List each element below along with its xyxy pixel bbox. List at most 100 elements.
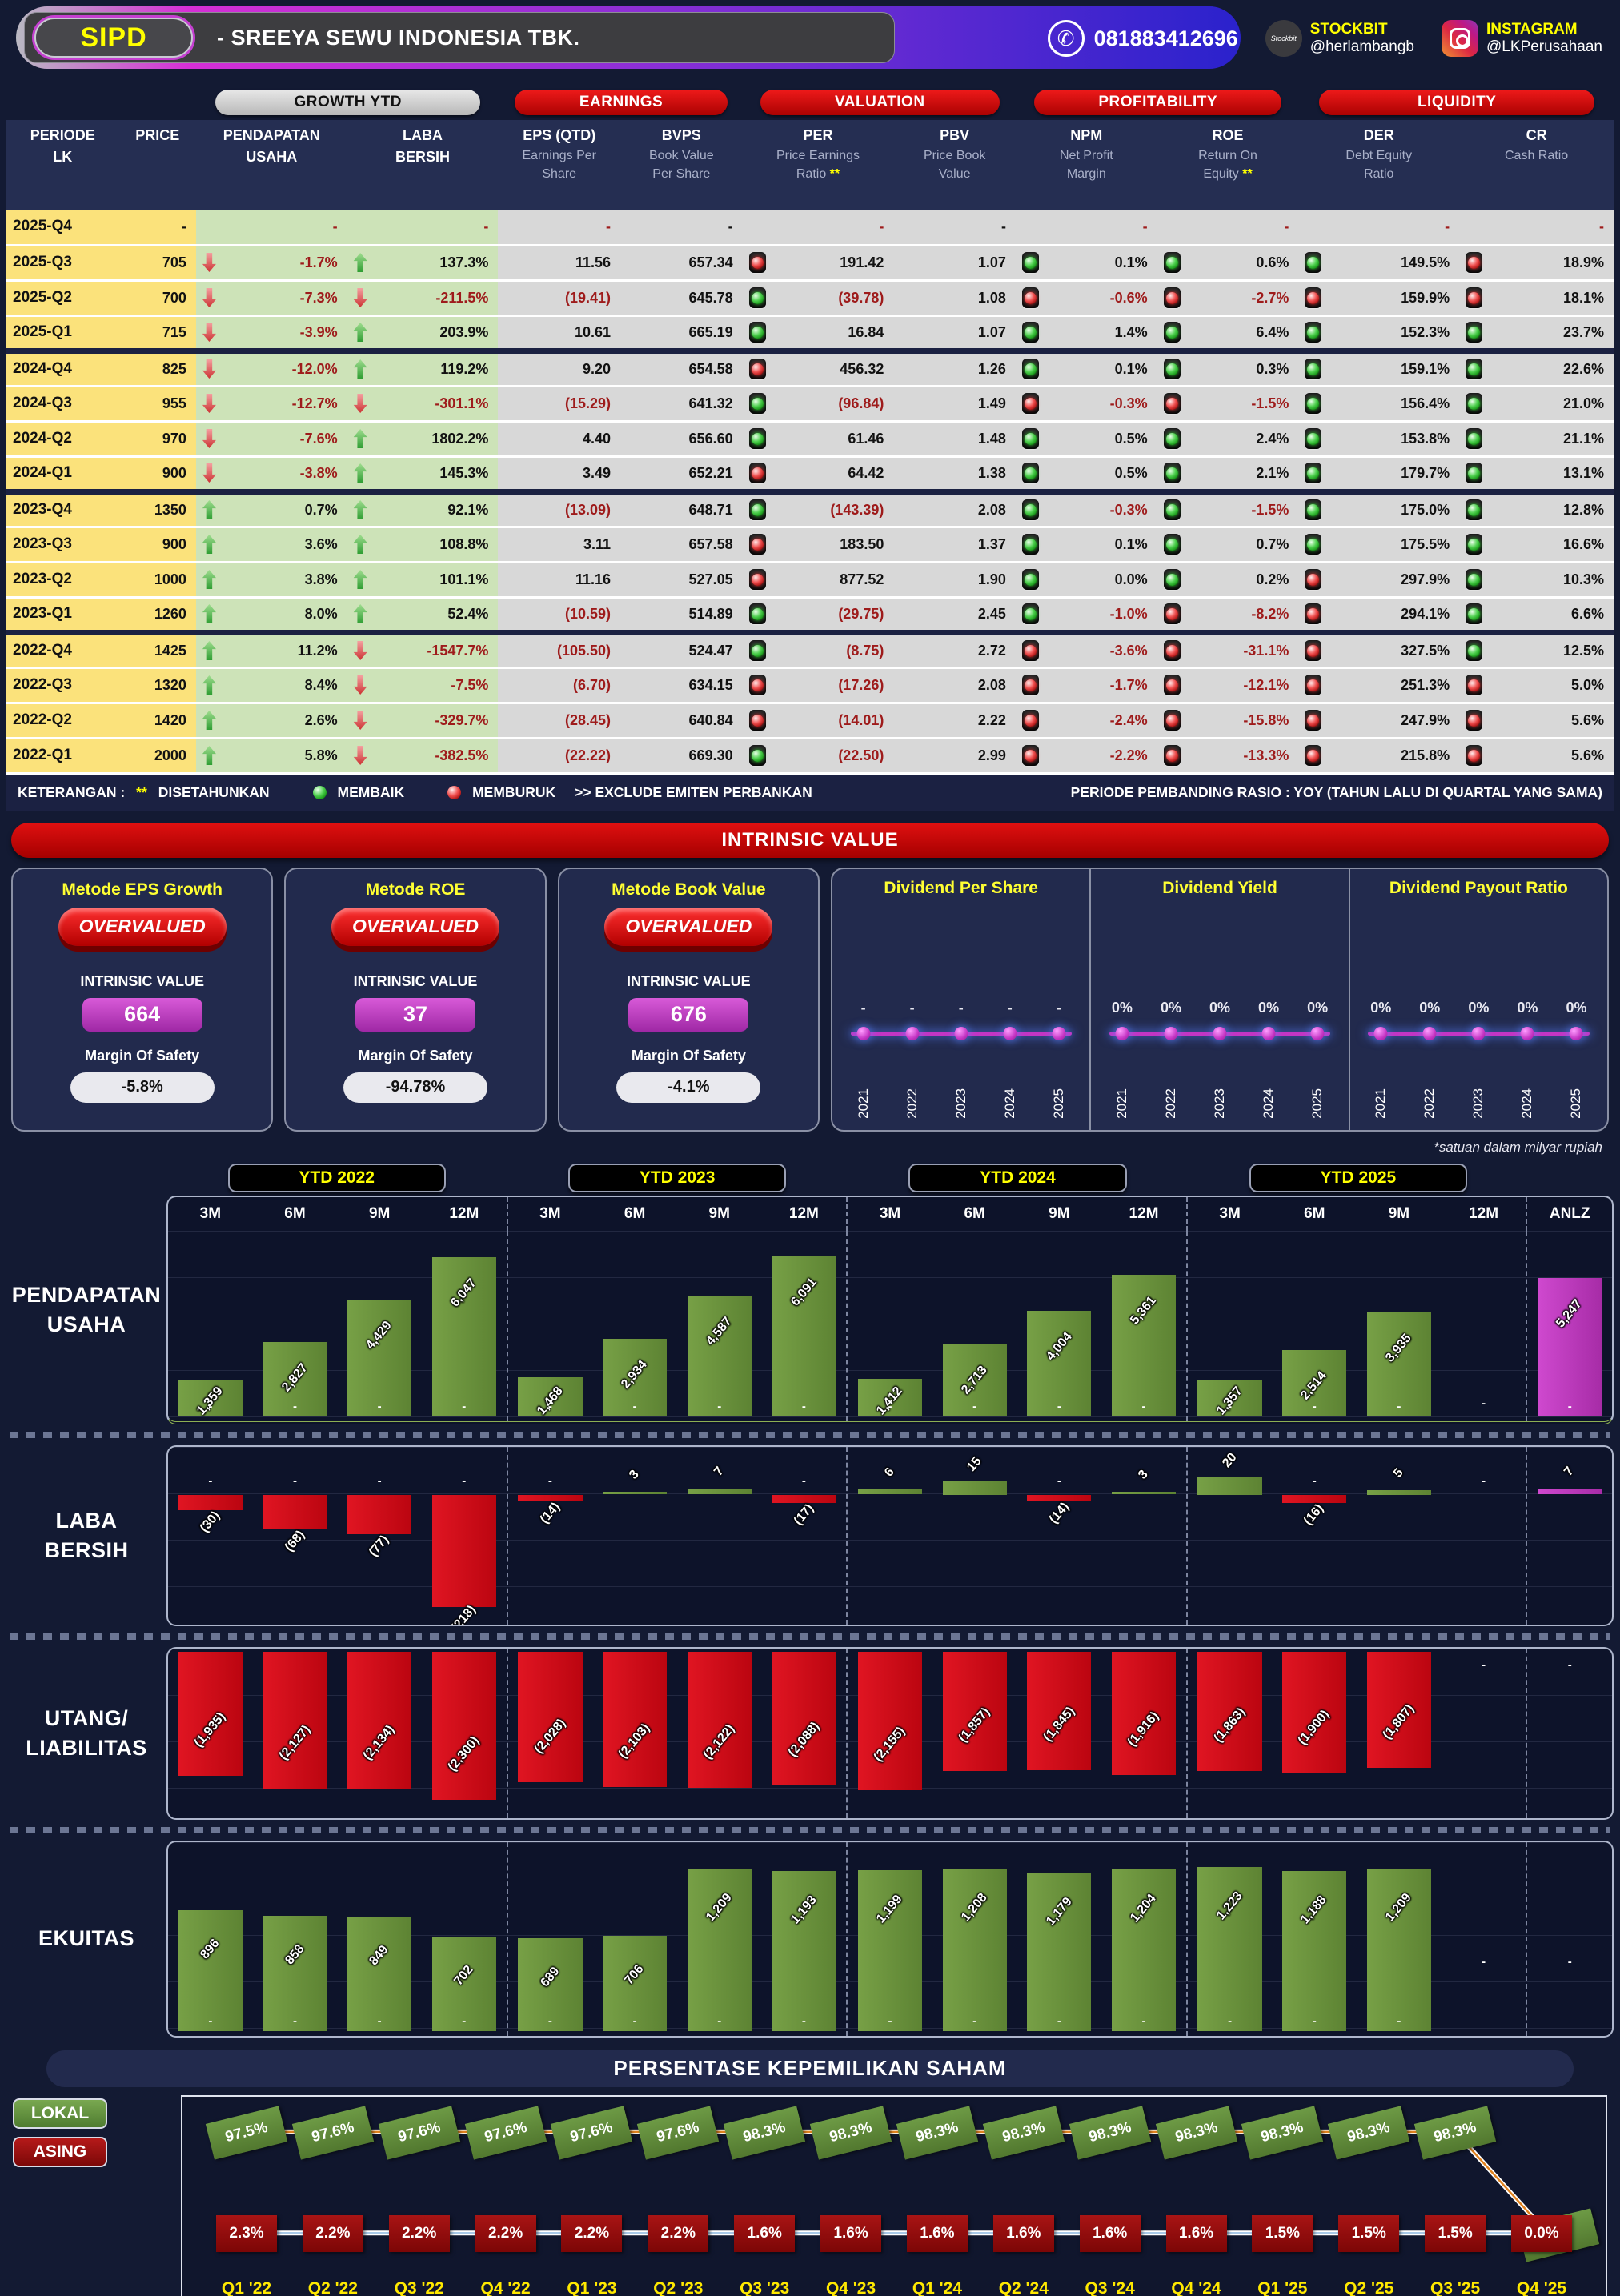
- table-header-row: PERIODE LK PRICE PENDAPATAN USAHA LABA BERSIH E…: [6, 120, 1614, 210]
- traffic-light-red: [1305, 603, 1322, 624]
- margin-of-safety-label: Margin Of Safety: [358, 1047, 473, 1064]
- margin-of-safety-value: -4.1%: [616, 1072, 761, 1103]
- dividend-panel: Dividend Per Share - 2021 - 2022 - 2023 - 2024 - 2…: [831, 867, 1609, 1132]
- chart-row-label: PENDAPATAN USAHA: [11, 1283, 162, 1336]
- traffic-light-green: [1163, 534, 1181, 555]
- up-arrow-icon: [202, 570, 216, 589]
- chart-section: LABA BERSIH (30) - (68) - (77) - (218) - (14) -3 7 (1…: [6, 1445, 1614, 1626]
- traffic-light-green: [1305, 534, 1322, 555]
- missing-value: -: [1567, 1954, 1572, 1969]
- chart-slot: 1,199-: [848, 1842, 932, 2036]
- chart-slot: 1,223-: [1188, 1842, 1273, 2036]
- up-arrow-icon: [353, 570, 367, 589]
- bar: [1282, 1494, 1347, 1503]
- bar-value: (17): [791, 1501, 816, 1529]
- chart-slot: 1,468-: [508, 1231, 593, 1421]
- ticker-badge: SIPD: [34, 18, 193, 58]
- quarter-label: Q3 '24: [1085, 2278, 1135, 2296]
- chart-slot: 849-: [337, 1842, 422, 2036]
- down-arrow-icon: [202, 394, 216, 413]
- up-arrow-icon: [202, 641, 216, 660]
- group-profitability: PROFITABILITY: [1034, 90, 1282, 115]
- legend-exclude: >> EXCLUDE EMITEN PERBANKAN: [575, 784, 812, 800]
- missing-value: -: [1482, 1396, 1486, 1410]
- method-card: Metode EPS Growth OVERVALUED INTRINSIC VAL…: [11, 867, 274, 1132]
- chart-slot: -: [1527, 1842, 1612, 2036]
- dividend-year: 2021: [855, 1088, 871, 1119]
- chart-slot: 6,091-: [762, 1231, 847, 1421]
- chart-section: EKUITAS 896-858-849-702-689-706-1,209-1,1…: [6, 1840, 1614, 2038]
- traffic-light-red: [1163, 675, 1181, 695]
- table-row: 2025-Q1 715 -3.9% 203.9% 10.61 665.19 16.84 1.0…: [6, 315, 1614, 354]
- dividend-point: [1261, 1026, 1276, 1040]
- bar: [1282, 1871, 1347, 2031]
- company-name: - SREEYA SEWU INDONESIA TBK.: [217, 25, 580, 50]
- group-growth-ytd: GROWTH YTD: [215, 90, 480, 115]
- column-header: PBV Price Book Value: [893, 120, 1016, 210]
- whatsapp-icon: ✆: [1047, 20, 1085, 57]
- intrinsic-value-number: 676: [628, 997, 749, 1032]
- traffic-light-green: [1021, 534, 1039, 555]
- column-header: ROE Return On Equity **: [1157, 120, 1299, 210]
- column-header-cell: 3M: [539, 1204, 561, 1222]
- dividend-year: 2024: [1001, 1088, 1017, 1119]
- traffic-light-red: [1163, 745, 1181, 766]
- bar: [942, 1869, 1007, 2031]
- table-row: 2023-Q2 1000 3.8% 101.1% 11.16 527.05 877.52 1.…: [6, 562, 1614, 599]
- bar: [1027, 1651, 1092, 1770]
- chart-slot: 858-: [253, 1842, 338, 2036]
- chart-slot: 1,209-: [677, 1842, 762, 2036]
- stockbit-icon: Stockbit: [1265, 20, 1302, 57]
- traffic-light-red: [748, 569, 766, 590]
- chart-panel: 3M 6M 9M 12M 3M 6M 9M 12M 3M 6M 9M 12M 3M 6M 9M 12M ANLZ…: [166, 1195, 1614, 1424]
- bar: [1538, 1488, 1602, 1495]
- column-header-cell: 6M: [964, 1204, 985, 1222]
- traffic-light-green: [1305, 428, 1322, 449]
- bar-value: (16): [1301, 1501, 1327, 1528]
- intrinsic-value-label: INTRINSIC VALUE: [80, 972, 204, 989]
- dividend-year: 2023: [1470, 1088, 1486, 1119]
- asing-point-label: 1.5%: [1338, 2214, 1400, 2252]
- dividend-value: 0%: [1160, 999, 1181, 1016]
- table-row: 2024-Q2 970 -7.6% 1802.2% 4.40 656.60 61.46 1.4…: [6, 421, 1614, 458]
- dividend-point: [1422, 1026, 1437, 1040]
- dividend-year: 2022: [1422, 1088, 1438, 1119]
- chart-slot: (14) -: [508, 1447, 593, 1625]
- chart-slot: 2,827-: [253, 1231, 338, 1421]
- bar: [518, 1494, 583, 1502]
- traffic-light-green: [1305, 359, 1322, 379]
- column-header-cell: 12M: [1129, 1204, 1159, 1222]
- asing-point-label: 1.6%: [906, 2214, 968, 2252]
- chart-slot: 1,179-: [1017, 1842, 1102, 2036]
- traffic-light-green: [1466, 428, 1483, 449]
- quarter-label: Q4 '22: [480, 2278, 531, 2296]
- missing-value: -: [1482, 1954, 1486, 1969]
- bar-value: (14): [537, 1500, 563, 1527]
- chart-section: UTANG/LIABILITAS (1,935) (2,127) (2,134) (2,…: [6, 1646, 1614, 1820]
- chart-slot: 689-: [508, 1842, 593, 2036]
- bar: [1027, 1494, 1092, 1502]
- traffic-light-green: [1305, 499, 1322, 520]
- traffic-light-red: [1466, 287, 1483, 308]
- chart-slot: (2,103): [592, 1649, 677, 1818]
- bar: [942, 1481, 1007, 1495]
- chart-slot: 4,004-: [1017, 1231, 1102, 1421]
- ytd-group: YTD 2024: [848, 1163, 1188, 1192]
- traffic-light-green: [1466, 322, 1483, 343]
- bar: [263, 1651, 327, 1789]
- chart-slot: -: [1442, 1231, 1526, 1421]
- bar: [1111, 1869, 1177, 2031]
- bar: [1027, 1311, 1092, 1416]
- column-header-cell: 12M: [449, 1204, 479, 1222]
- ytd-group: YTD 2022: [166, 1163, 507, 1192]
- down-arrow-icon: [353, 288, 367, 307]
- chart-slot: (1,807): [1357, 1649, 1442, 1818]
- intrinsic-value-banner: INTRINSIC VALUE: [11, 822, 1609, 858]
- group-earnings: EARNINGS: [514, 90, 728, 115]
- column-header: BVPS Book Value Per Share: [620, 120, 743, 210]
- dividend-point: [954, 1026, 968, 1040]
- traffic-light-red: [1021, 640, 1039, 661]
- traffic-light-red: [1021, 393, 1039, 414]
- header-title-box: SIPD - SREEYA SEWU INDONESIA TBK.: [24, 12, 895, 63]
- red-dot-icon: [447, 786, 462, 799]
